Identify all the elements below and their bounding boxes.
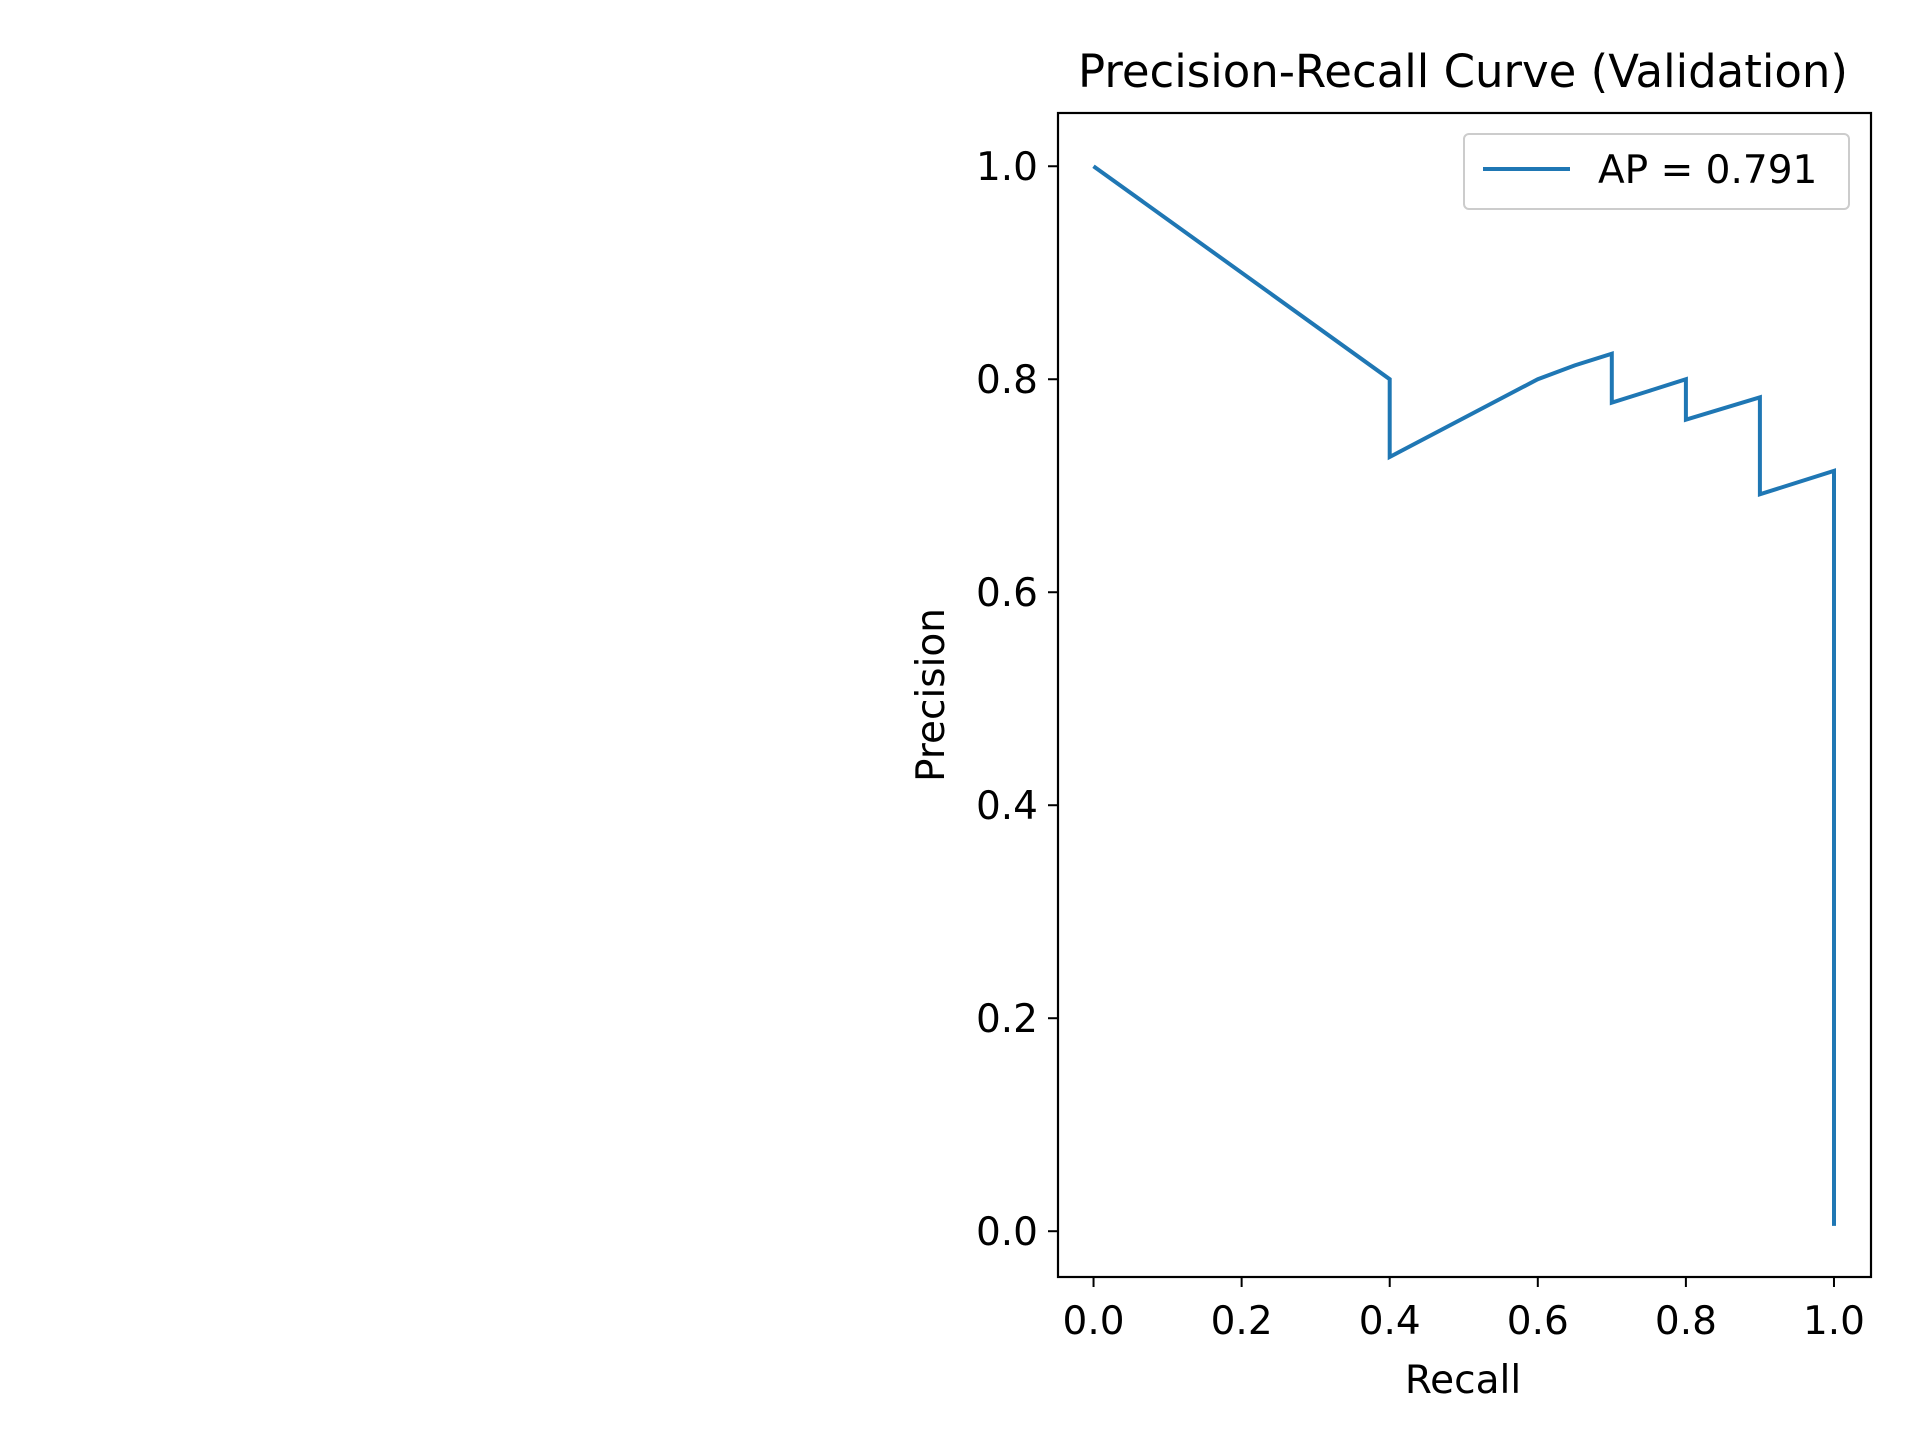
series-layer <box>1092 164 1836 1226</box>
y-tick-label: 0.6 <box>976 571 1038 616</box>
legend: AP = 0.791 <box>1463 133 1850 210</box>
y-axis-ticks: 0.0 0.2 0.4 0.6 0.8 1.0 <box>976 145 1058 1255</box>
x-tick-label: 0.4 <box>1359 1299 1421 1344</box>
x-tick-label: 0.8 <box>1655 1299 1717 1344</box>
plot-frame <box>1056 111 1873 1279</box>
y-axis-label: Precision <box>909 608 954 782</box>
x-tick-label: 0.2 <box>1211 1299 1273 1344</box>
x-tick-label: 0.0 <box>1063 1299 1125 1344</box>
x-tick-label: 0.6 <box>1507 1299 1569 1344</box>
chart-title: Precision-Recall Curve (Validation) <box>1078 45 1848 98</box>
x-axis-ticks: 0.0 0.2 0.4 0.6 0.8 1.0 <box>1063 1277 1865 1344</box>
y-tick-label: 0.2 <box>976 997 1038 1042</box>
x-axis-label: Recall <box>1405 1358 1521 1403</box>
series-line-0 <box>1092 164 1836 1226</box>
x-tick-label: 1.0 <box>1803 1299 1865 1344</box>
legend-box <box>1463 133 1850 210</box>
y-tick-label: 1.0 <box>976 145 1038 190</box>
legend-label: AP = 0.791 <box>1598 148 1817 193</box>
y-tick-label: 0.0 <box>976 1210 1038 1255</box>
y-tick-label: 0.4 <box>976 784 1038 829</box>
y-tick-label: 0.8 <box>976 358 1038 403</box>
